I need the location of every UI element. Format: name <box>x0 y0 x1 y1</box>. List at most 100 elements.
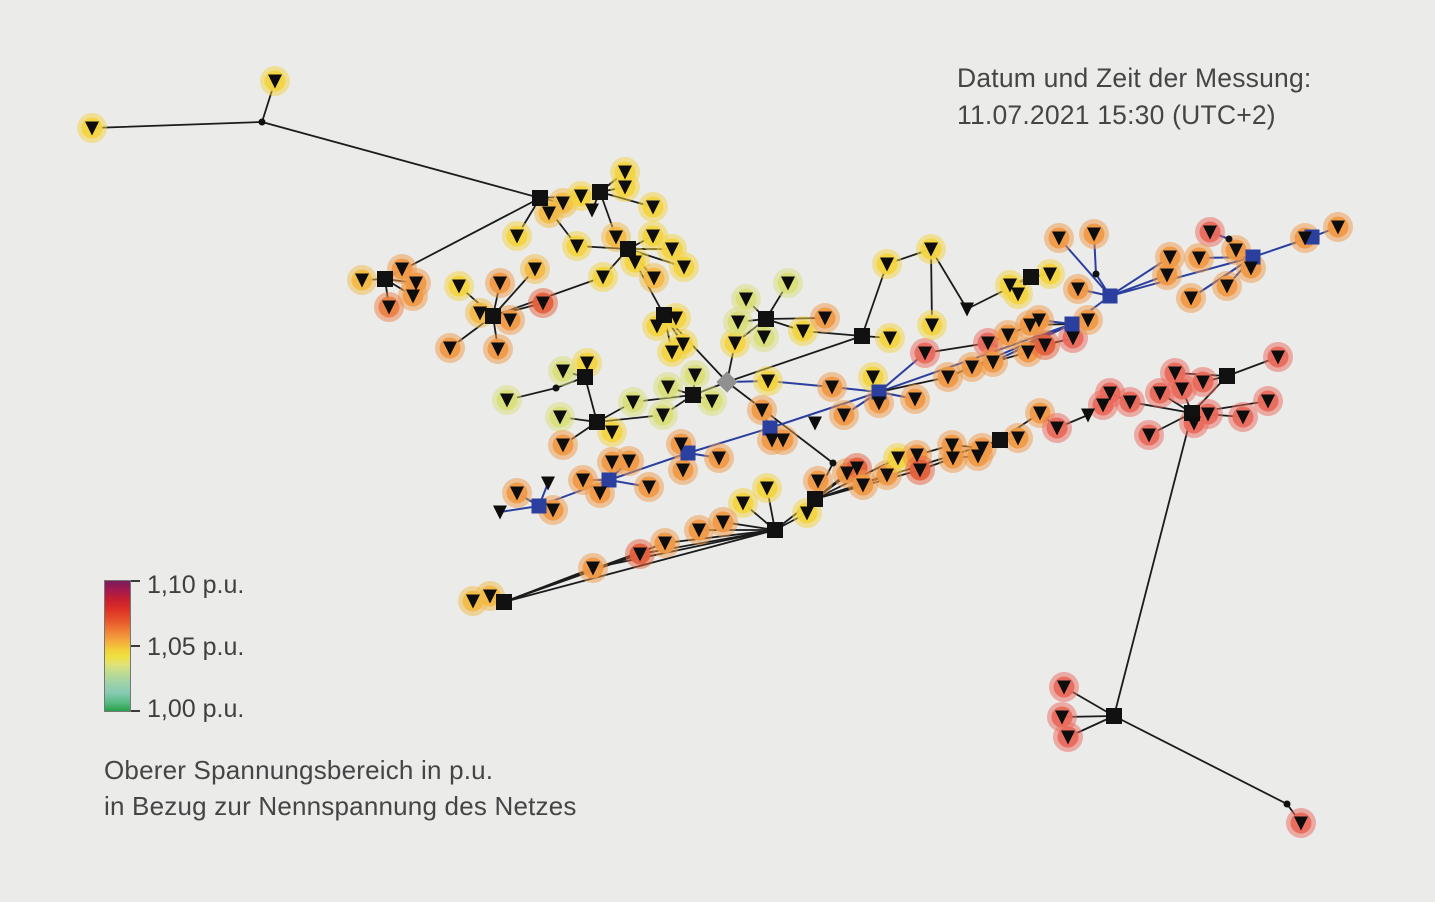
load-triangle-icon <box>1298 231 1312 246</box>
load-triangle-icon <box>913 463 927 478</box>
legend-caption-line1: Oberer Spannungsbereich in p.u. <box>104 755 494 785</box>
load-triangle-icon <box>658 536 672 551</box>
load-triangle-icon <box>677 260 691 275</box>
load-triangle-icon <box>593 486 607 501</box>
junction-square <box>592 184 608 200</box>
load-triangle-icon <box>626 395 640 410</box>
load-triangle-icon <box>960 302 974 317</box>
load-triangle-icon <box>837 408 851 423</box>
load-triangle-icon <box>646 229 660 244</box>
load-triangle-icon <box>1220 279 1234 294</box>
load-triangle-icon <box>406 289 420 304</box>
load-triangle-icon <box>765 433 779 448</box>
load-triangle-icon <box>1032 313 1046 328</box>
load-triangle-icon <box>85 121 99 136</box>
junction-square <box>758 311 774 327</box>
colorbar-tick-top <box>131 580 140 582</box>
colorbar-tick-bottom <box>131 710 140 712</box>
load-triangle-icon <box>1163 250 1177 265</box>
junction-dot <box>1092 270 1100 278</box>
load-triangle-icon <box>586 561 600 576</box>
load-triangle-icon <box>781 276 795 291</box>
load-triangle-icon <box>628 255 642 270</box>
load-triangle-icon <box>503 313 517 328</box>
load-triangle-icon <box>510 229 524 244</box>
junction-square <box>589 414 605 430</box>
blue-junction-square <box>1064 316 1080 332</box>
load-triangle-icon <box>585 203 599 218</box>
colorbar <box>104 580 131 712</box>
load-triangle-icon <box>1203 225 1217 240</box>
load-triangle-icon <box>556 438 570 453</box>
load-triangle-icon <box>493 276 507 291</box>
load-triangle-icon <box>731 315 745 330</box>
load-triangle-icon <box>1087 227 1101 242</box>
load-triangle-icon <box>676 337 690 352</box>
load-triangle-icon <box>491 342 505 357</box>
load-triangle-icon <box>880 257 894 272</box>
load-triangle-icon <box>1043 267 1057 282</box>
network-edge <box>91 121 263 129</box>
load-triangle-icon <box>536 296 550 311</box>
load-triangle-icon <box>609 230 623 245</box>
load-triangle-icon <box>665 345 679 360</box>
junction-square <box>1106 708 1122 724</box>
load-triangle-icon <box>528 262 542 277</box>
load-triangle-icon <box>676 463 690 478</box>
measurement-datetime: Datum und Zeit der Messung: 11.07.2021 1… <box>957 60 1377 133</box>
load-triangle-icon <box>1023 318 1037 333</box>
blue-junction-square <box>680 445 696 461</box>
load-triangle-icon <box>757 330 771 345</box>
load-triangle-icon <box>596 270 610 285</box>
load-triangle-icon <box>918 346 932 361</box>
junction-square <box>1023 269 1039 285</box>
load-triangle-icon <box>1011 287 1025 302</box>
load-triangle-icon <box>924 242 938 257</box>
blue-junction-square <box>762 420 778 436</box>
load-triangle-icon <box>705 394 719 409</box>
load-triangle-icon <box>647 271 661 286</box>
load-triangle-icon <box>850 461 864 476</box>
network-edge <box>261 121 541 199</box>
load-triangle-icon <box>1081 313 1095 328</box>
load-triangle-icon <box>1057 680 1071 695</box>
load-triangle-icon <box>452 279 466 294</box>
load-triangle-icon <box>1096 398 1110 413</box>
load-triangle-icon <box>776 433 790 448</box>
load-triangle-icon <box>1061 730 1075 745</box>
load-triangle-icon <box>1021 345 1035 360</box>
load-triangle-icon <box>633 547 647 562</box>
load-triangle-icon <box>618 180 632 195</box>
network-edge <box>726 381 834 464</box>
junction-square <box>377 271 393 287</box>
legend-caption: Oberer Spannungsbereich in p.u. in Bezug… <box>104 752 577 825</box>
network-edge <box>726 335 863 383</box>
load-triangle-icon <box>692 523 706 538</box>
load-triangle-icon <box>541 476 555 491</box>
load-triangle-icon <box>665 242 679 257</box>
load-triangle-icon <box>736 496 750 511</box>
load-triangle-icon <box>1123 395 1137 410</box>
junction-square <box>620 241 636 257</box>
load-triangle-icon <box>716 515 730 530</box>
load-triangle-icon <box>642 480 656 495</box>
load-triangle-icon <box>1003 278 1017 293</box>
junction-dot <box>552 384 560 392</box>
load-triangle-icon <box>946 451 960 466</box>
load-triangle-icon <box>674 437 688 452</box>
junction-square <box>767 522 783 538</box>
load-triangle-icon <box>818 311 832 326</box>
load-triangle-icon <box>1052 231 1066 246</box>
load-triangle-icon <box>493 505 507 520</box>
load-triangle-icon <box>1055 710 1069 725</box>
junction-square <box>656 307 672 323</box>
network-edge-blue <box>687 427 771 454</box>
load-triangle-icon <box>1271 350 1285 365</box>
load-triangle-icon <box>872 396 886 411</box>
junction-square <box>485 308 501 324</box>
load-triangle-icon <box>409 276 423 291</box>
junction-square <box>532 190 548 206</box>
blue-junction-square <box>1102 288 1118 304</box>
load-triangle-icon <box>800 506 814 521</box>
junction-square <box>807 491 823 507</box>
